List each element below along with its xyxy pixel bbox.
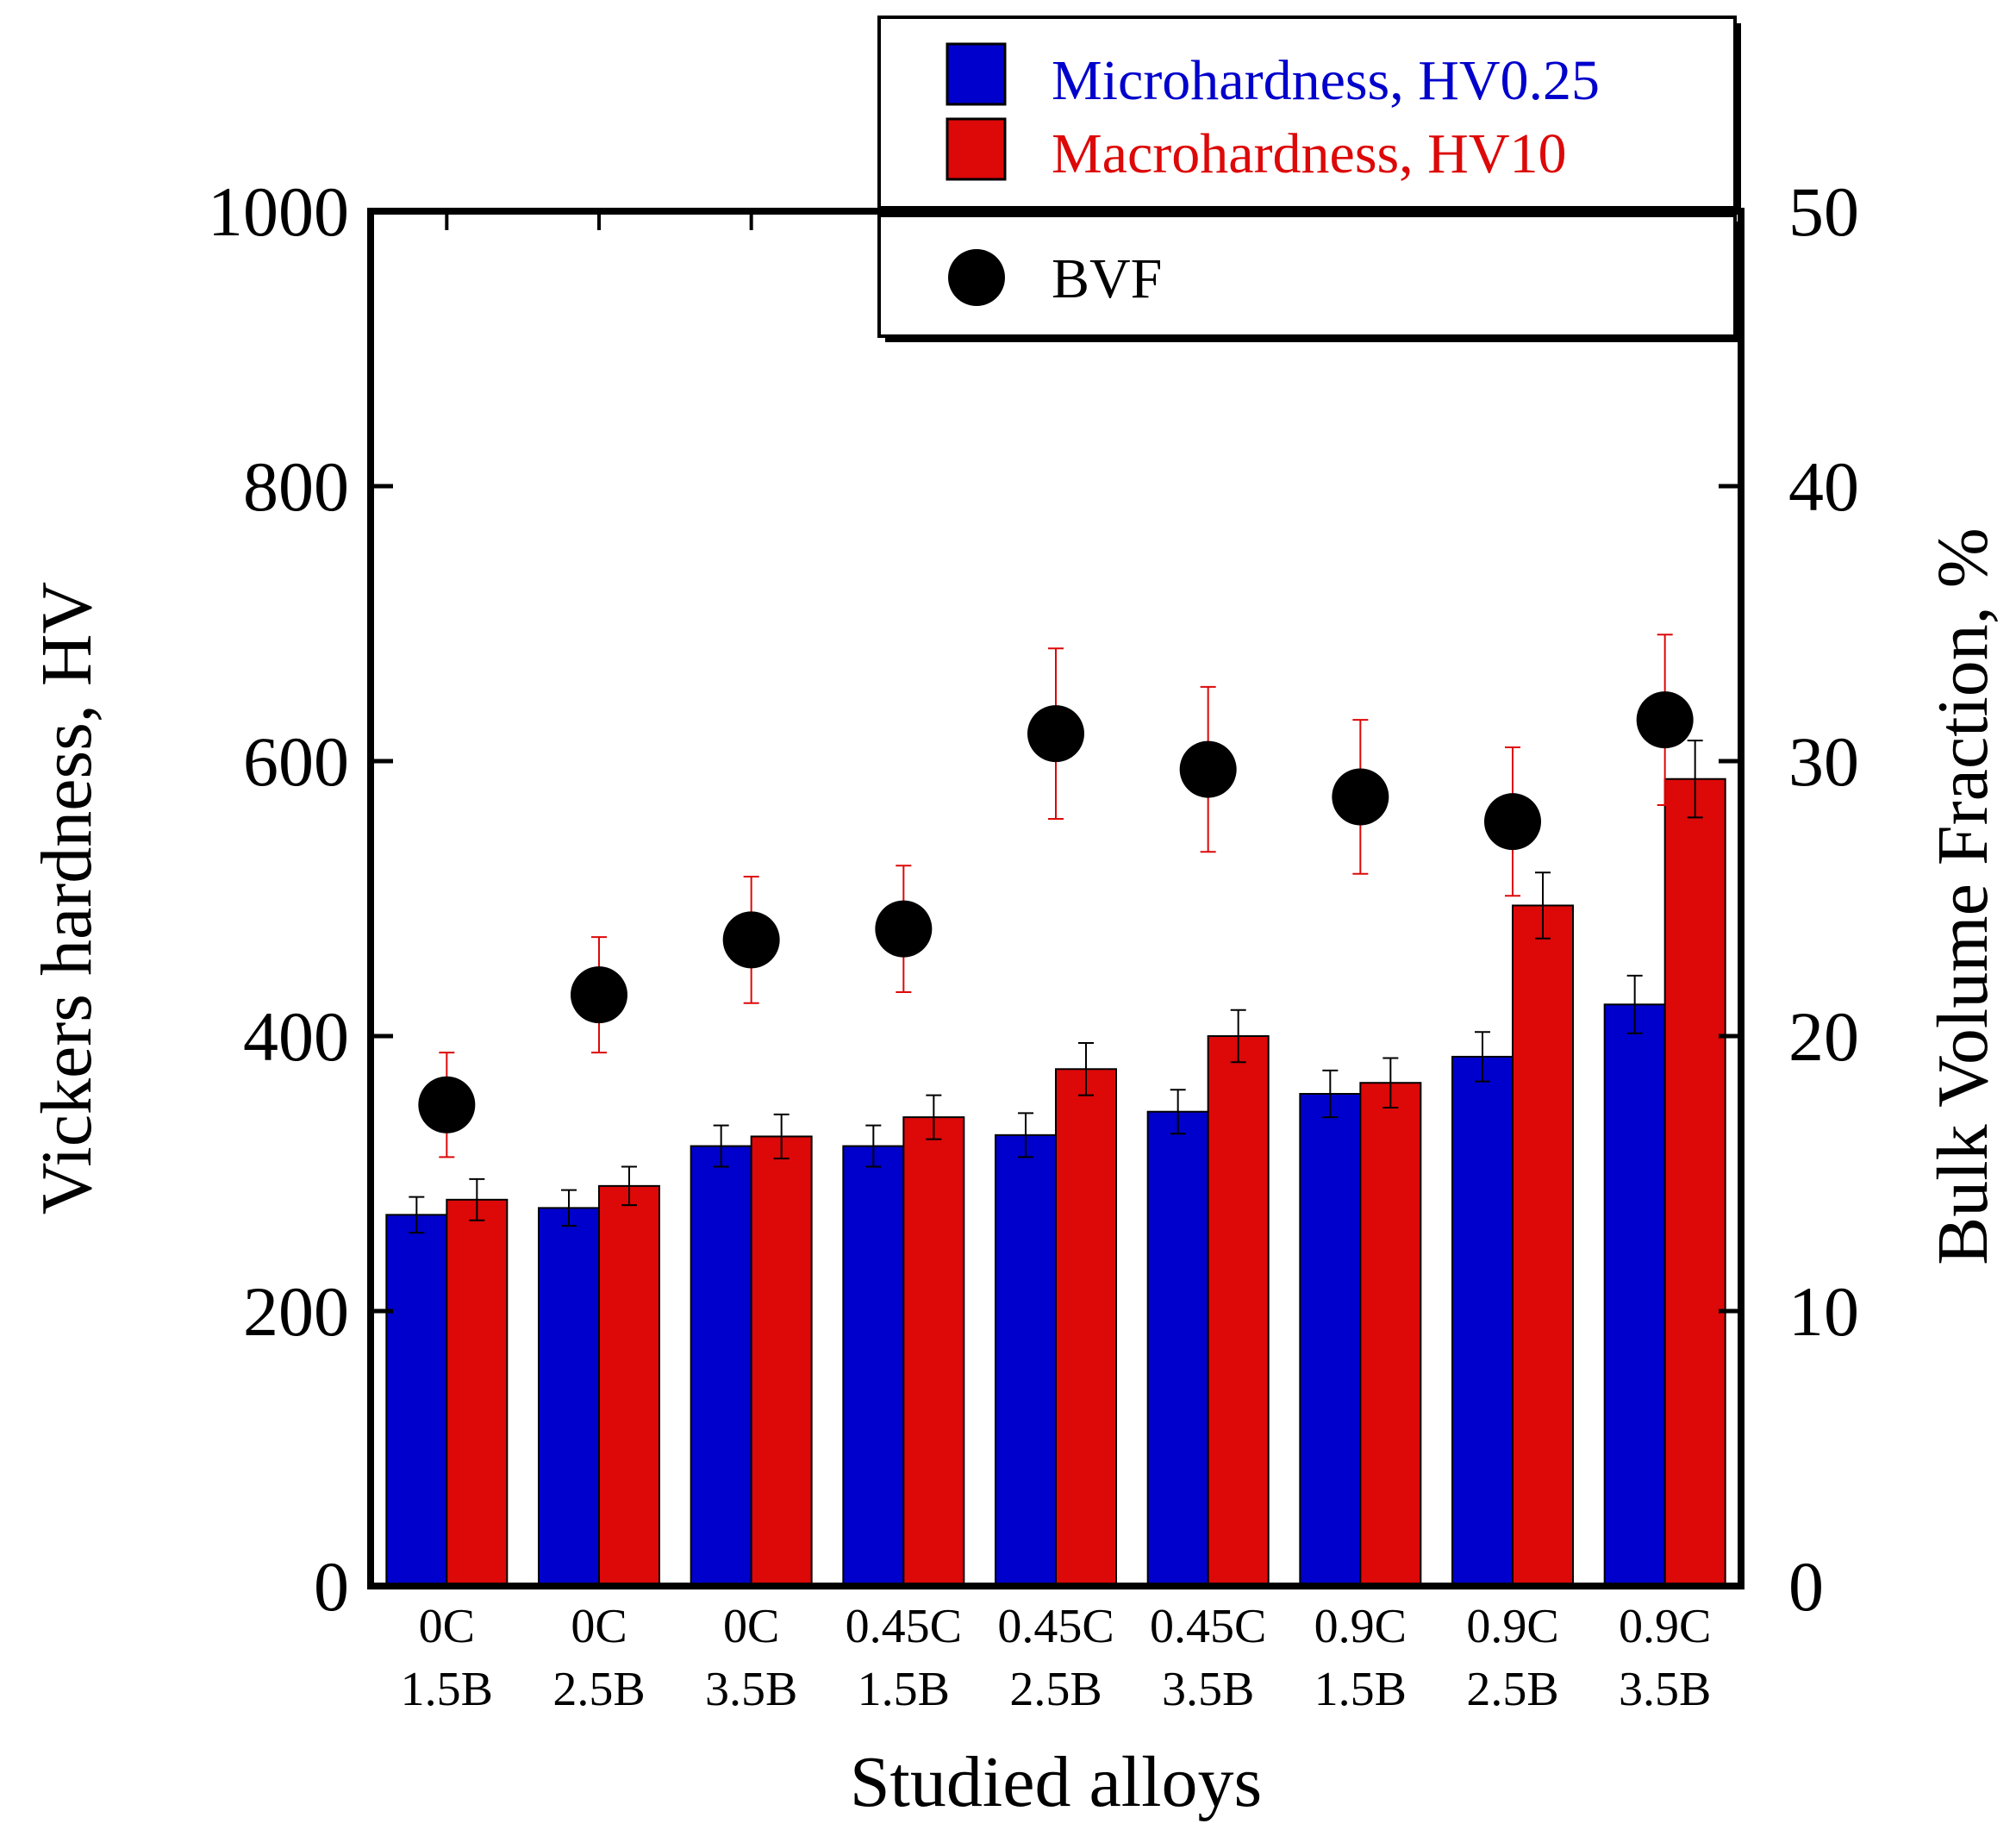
bar-macro-1 bbox=[598, 1184, 660, 1587]
bar-macro-4 bbox=[1055, 1068, 1117, 1587]
x-axis-title: Studied alloys bbox=[850, 1742, 1262, 1822]
y-tick-label: 0 bbox=[314, 1547, 349, 1626]
bvf-series bbox=[418, 634, 1694, 1158]
legend-hardness: Microhardness, HV0.25 Macrohardness, HV1… bbox=[877, 16, 1741, 214]
bar-micro-3 bbox=[842, 1145, 905, 1587]
legend-label-micro: Microhardness, HV0.25 bbox=[1052, 49, 1600, 112]
bar-micro-6 bbox=[1299, 1092, 1362, 1587]
legend-box bbox=[877, 214, 1737, 338]
y-tick-label: 1000 bbox=[208, 172, 349, 251]
y2-tick-label: 30 bbox=[1788, 722, 1859, 801]
x-tick-label-line1: 0.9C bbox=[1466, 1600, 1558, 1653]
bvf-point-3 bbox=[875, 900, 933, 958]
bar-micro-8 bbox=[1603, 1003, 1666, 1587]
bar-macro-6 bbox=[1359, 1082, 1422, 1587]
errbar-macro-7 bbox=[1535, 871, 1551, 940]
errbar-micro-1 bbox=[561, 1189, 577, 1227]
bar-macro-5 bbox=[1207, 1035, 1270, 1587]
x-tick-label-line2: 3.5B bbox=[1619, 1663, 1711, 1716]
bar-micro-5 bbox=[1146, 1110, 1209, 1587]
bar-macro-7 bbox=[1512, 904, 1574, 1587]
x-tick-label-line1: 0C bbox=[419, 1600, 475, 1653]
legend-label-bvf: BVF bbox=[1052, 247, 1162, 310]
x-tick-label-line2: 1.5B bbox=[1314, 1663, 1407, 1716]
x-tick-label-line1: 0.45C bbox=[846, 1600, 962, 1653]
x-tick-label-line2: 2.5B bbox=[1466, 1663, 1558, 1716]
x-tick-label-line2: 2.5B bbox=[552, 1663, 645, 1716]
bar-series bbox=[385, 777, 1726, 1588]
legend-label-macro: Macrohardness, HV10 bbox=[1052, 122, 1567, 185]
errbar-macro-2 bbox=[773, 1113, 790, 1159]
bar-macro-2 bbox=[750, 1135, 813, 1588]
errbar-macro-6 bbox=[1382, 1057, 1399, 1108]
x-tick-label-line2: 1.5B bbox=[401, 1663, 493, 1716]
y-tick-label: 600 bbox=[243, 722, 349, 801]
bar-macro-3 bbox=[902, 1116, 965, 1587]
error-bars bbox=[409, 740, 1703, 1234]
x-tick-label-line1: 0.45C bbox=[997, 1600, 1114, 1653]
legend-box bbox=[877, 16, 1737, 209]
axis-labels: 0C 1.5B 0C 2.5B 0C 3.5B 0.45C 1.5B 0.45C 2.5B 0.45… bbox=[208, 172, 1859, 1716]
bvf-point-6 bbox=[1332, 768, 1389, 826]
y-tick-label: 800 bbox=[243, 447, 349, 526]
bvf-point-1 bbox=[571, 966, 627, 1024]
errbar-micro-3 bbox=[865, 1124, 882, 1168]
bar-micro-4 bbox=[995, 1133, 1057, 1587]
bvf-point-7 bbox=[1484, 793, 1541, 851]
bar-macro-8 bbox=[1663, 777, 1726, 1587]
errbar-micro-4 bbox=[1018, 1112, 1033, 1158]
x-tick-label-line2: 1.5B bbox=[858, 1663, 950, 1716]
errbar-macro-4 bbox=[1078, 1041, 1094, 1096]
x-tick-label-line1: 0C bbox=[571, 1600, 627, 1653]
errbar-micro-5 bbox=[1170, 1089, 1186, 1135]
legend-marker-bvf bbox=[948, 249, 1005, 306]
bar-macro-0 bbox=[446, 1198, 509, 1588]
y-tick-label: 200 bbox=[243, 1272, 349, 1351]
bar-micro-2 bbox=[690, 1145, 752, 1587]
errbar-macro-8 bbox=[1687, 740, 1703, 819]
y2-tick-label: 50 bbox=[1788, 172, 1859, 251]
legend-bvf: BVF bbox=[877, 214, 1741, 342]
errbar-micro-0 bbox=[409, 1196, 425, 1234]
bvf-point-8 bbox=[1636, 691, 1694, 749]
x-tick-label-line2: 3.5B bbox=[705, 1663, 797, 1716]
x-tick-label-line1: 0.9C bbox=[1619, 1600, 1711, 1653]
bar-micro-0 bbox=[385, 1214, 448, 1587]
legend-swatch-macro bbox=[946, 117, 1007, 181]
bvf-point-2 bbox=[722, 911, 780, 969]
errbar-micro-8 bbox=[1626, 974, 1643, 1034]
x-tick-label-line2: 3.5B bbox=[1162, 1663, 1254, 1716]
errbar-macro-0 bbox=[469, 1177, 485, 1221]
errbar-micro-6 bbox=[1322, 1069, 1339, 1119]
y2-tick-label: 40 bbox=[1788, 447, 1859, 526]
y2-tick-label: 20 bbox=[1788, 997, 1859, 1076]
bar-micro-7 bbox=[1451, 1055, 1514, 1588]
y2-axis-title: Bulk Volume Fraction, % bbox=[1923, 528, 2003, 1265]
x-tick-label-line1: 0.9C bbox=[1314, 1600, 1407, 1653]
y-axis-title: Vickers hardness, HV bbox=[27, 582, 107, 1215]
bvf-point-4 bbox=[1027, 705, 1084, 763]
bvf-point-5 bbox=[1179, 740, 1237, 798]
x-tick-label-line1: 0.45C bbox=[1150, 1600, 1266, 1653]
y2-tick-label: 10 bbox=[1788, 1272, 1859, 1351]
bvf-point-0 bbox=[418, 1076, 476, 1133]
errbar-macro-3 bbox=[926, 1094, 942, 1140]
errbar-micro-7 bbox=[1475, 1031, 1490, 1083]
x-tick-label-line2: 2.5B bbox=[1009, 1663, 1102, 1716]
legend-swatch-micro bbox=[946, 42, 1007, 106]
y-tick-label: 400 bbox=[243, 997, 349, 1076]
errbar-macro-1 bbox=[621, 1165, 637, 1207]
errbar-micro-2 bbox=[713, 1124, 729, 1168]
bar-micro-1 bbox=[538, 1207, 600, 1587]
y2-tick-label: 0 bbox=[1788, 1547, 1824, 1626]
x-tick-label-line1: 0C bbox=[723, 1600, 779, 1653]
errbar-macro-5 bbox=[1230, 1009, 1246, 1064]
